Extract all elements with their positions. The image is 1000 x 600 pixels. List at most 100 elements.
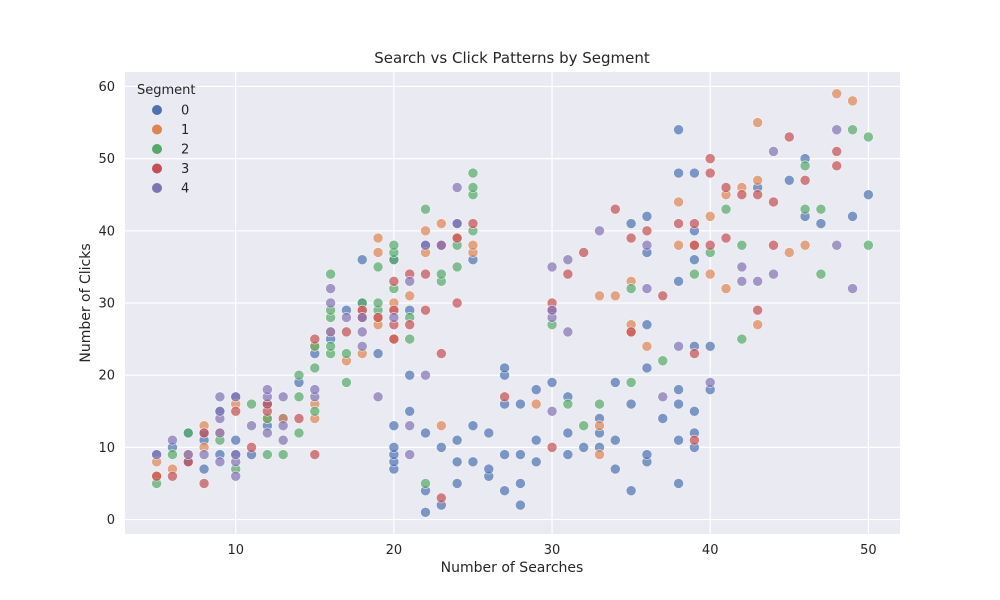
point-segment-1: [799, 239, 811, 251]
point-segment-1: [847, 95, 858, 107]
point-segment-1: [752, 117, 763, 128]
point-segment-3: [309, 449, 321, 460]
point-segment-1: [467, 239, 479, 251]
point-segment-1: [594, 290, 605, 302]
point-segment-2: [815, 268, 827, 280]
point-segment-4: [546, 405, 558, 417]
point-segment-4: [420, 369, 431, 381]
point-segment-4: [151, 449, 162, 460]
point-segment-1: [673, 196, 684, 208]
point-segment-3: [799, 174, 811, 186]
point-segment-0: [420, 507, 431, 518]
point-segment-0: [673, 478, 684, 489]
point-segment-3: [436, 492, 447, 504]
point-segment-0: [530, 434, 542, 446]
point-segment-3: [404, 319, 415, 330]
point-segment-3: [341, 326, 352, 338]
point-segment-0: [467, 456, 479, 468]
y-axis-label: Number of Clicks: [78, 243, 94, 362]
point-segment-0: [704, 341, 716, 352]
point-segment-4: [641, 283, 653, 294]
point-segment-0: [610, 463, 621, 475]
point-segment-3: [657, 290, 669, 302]
point-segment-4: [831, 239, 843, 251]
point-segment-0: [499, 449, 510, 460]
legend-marker-4: [152, 183, 162, 193]
legend-marker-0: [152, 105, 162, 115]
point-segment-0: [499, 362, 510, 374]
point-segment-4: [277, 434, 289, 446]
point-segment-2: [467, 182, 479, 193]
point-segment-3: [704, 153, 716, 164]
y-tick-label: 60: [98, 80, 115, 95]
point-segment-2: [578, 420, 589, 432]
point-segment-2: [309, 405, 321, 417]
point-segment-0: [467, 420, 479, 432]
legend-label-1: 1: [181, 123, 189, 138]
point-segment-3: [625, 232, 637, 244]
point-segment-0: [515, 449, 526, 460]
point-segment-4: [404, 420, 415, 432]
point-segment-4: [262, 384, 273, 395]
point-segment-3: [752, 304, 763, 316]
point-segment-3: [720, 232, 732, 244]
point-segment-2: [467, 167, 479, 179]
point-segment-2: [325, 268, 336, 280]
point-segment-0: [515, 499, 526, 511]
y-tick-label: 0: [107, 513, 115, 528]
point-segment-4: [167, 434, 178, 446]
point-segment-3: [831, 146, 843, 157]
point-segment-4: [262, 427, 273, 439]
point-segment-4: [562, 254, 574, 265]
point-segment-3: [720, 182, 732, 193]
point-segment-2: [420, 203, 431, 215]
point-segment-1: [404, 290, 415, 302]
point-segment-3: [167, 470, 178, 482]
point-segment-1: [704, 211, 716, 222]
point-segment-0: [530, 384, 542, 395]
point-segment-4: [768, 268, 779, 280]
point-segment-1: [594, 449, 605, 460]
point-segment-4: [198, 449, 210, 460]
point-segment-2: [341, 348, 352, 359]
points-layer: [151, 88, 874, 518]
point-segment-3: [768, 239, 779, 251]
point-segment-4: [230, 470, 242, 482]
point-segment-4: [594, 225, 605, 237]
point-segment-3: [388, 276, 400, 287]
point-segment-4: [562, 326, 574, 338]
y-tick-label: 20: [98, 369, 115, 384]
point-segment-3: [578, 247, 589, 258]
point-segment-0: [436, 442, 447, 453]
y-tick-label: 50: [98, 152, 115, 167]
x-tick-label: 30: [544, 543, 561, 558]
point-segment-1: [641, 341, 653, 352]
point-segment-0: [689, 167, 700, 179]
point-segment-3: [293, 413, 305, 424]
point-segment-2: [420, 478, 431, 489]
point-segment-3: [783, 131, 795, 143]
point-segment-2: [309, 362, 321, 374]
legend-label-3: 3: [181, 162, 189, 177]
point-segment-0: [499, 485, 510, 496]
point-segment-0: [372, 348, 384, 359]
point-segment-3: [736, 189, 748, 201]
point-segment-1: [420, 225, 431, 237]
point-segment-2: [594, 398, 605, 410]
point-segment-3: [641, 225, 653, 237]
point-segment-3: [625, 326, 637, 338]
y-tick-label: 30: [98, 297, 115, 312]
point-segment-3: [704, 239, 716, 251]
point-segment-1: [372, 232, 384, 244]
point-segment-4: [214, 427, 226, 439]
point-segment-4: [736, 261, 748, 273]
point-segment-2: [277, 449, 289, 460]
point-segment-1: [752, 174, 763, 186]
point-segment-4: [831, 124, 843, 136]
point-segment-3: [451, 232, 463, 244]
point-segment-0: [673, 167, 684, 179]
point-segment-1: [831, 88, 843, 99]
y-tick-label: 10: [98, 441, 115, 456]
point-segment-4: [309, 384, 321, 395]
legend-title: Segment: [137, 83, 196, 98]
